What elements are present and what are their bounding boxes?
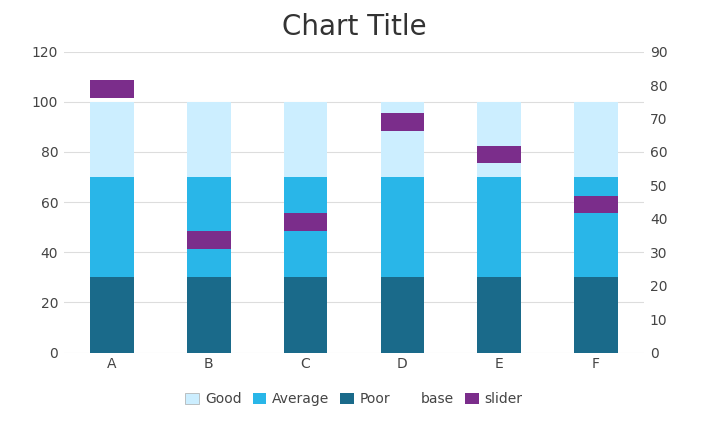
Bar (574, 196, 617, 213)
Bar (187, 177, 231, 277)
Title: Chart Title: Chart Title (282, 13, 426, 41)
Bar (381, 277, 424, 353)
Bar (187, 231, 231, 249)
Bar (284, 213, 327, 231)
Bar (477, 146, 521, 163)
Bar (284, 177, 327, 277)
Bar (477, 177, 521, 277)
Bar (284, 102, 327, 177)
Bar (91, 277, 134, 353)
Bar (91, 177, 134, 277)
Bar (91, 80, 134, 98)
Bar (574, 102, 617, 177)
Bar (477, 102, 521, 177)
Bar (574, 177, 617, 277)
Legend: Good, Average, Poor, base, slider: Good, Average, Poor, base, slider (180, 387, 528, 412)
Bar (187, 102, 231, 177)
Bar (187, 277, 231, 353)
Bar (381, 102, 424, 177)
Bar (284, 277, 327, 353)
Bar (381, 113, 424, 131)
Bar (574, 277, 617, 353)
Bar (381, 177, 424, 277)
Bar (477, 277, 521, 353)
Bar (91, 102, 134, 177)
